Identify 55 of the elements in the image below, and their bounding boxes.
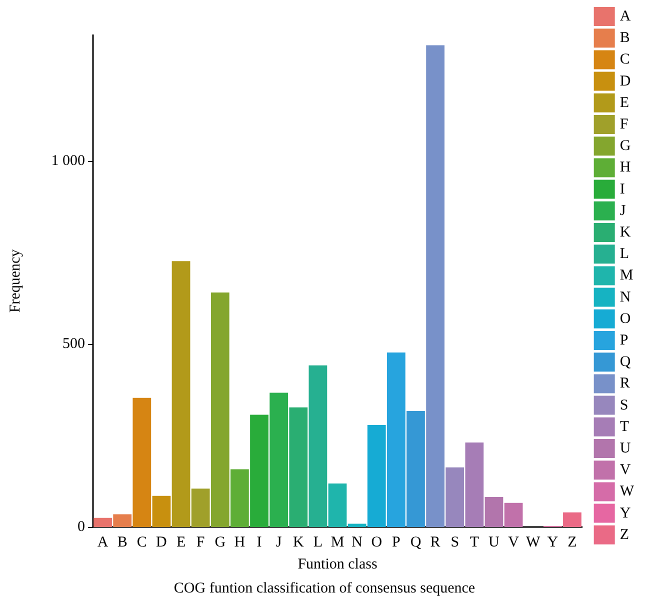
legend-label: V <box>620 462 631 478</box>
x-tick-label: D <box>156 534 168 550</box>
legend-label: B <box>620 30 630 46</box>
legend-label: L <box>620 246 630 262</box>
legend-label: E <box>620 94 630 111</box>
legend-label: D <box>620 73 631 90</box>
legend-label: Q <box>620 354 631 370</box>
legend-label: H <box>620 160 631 176</box>
legend-label: I <box>620 181 625 198</box>
legend-label: F <box>620 116 628 132</box>
x-tick-label: M <box>330 534 344 550</box>
legend-label: C <box>620 52 630 68</box>
x-tick-label: S <box>450 534 460 550</box>
y-tick-label: 1 000 <box>51 153 85 170</box>
y-axis-title: Frequency <box>8 248 24 313</box>
legend-label: O <box>620 310 631 327</box>
x-tick-label: B <box>117 534 128 550</box>
x-tick-label: P <box>392 534 400 550</box>
legend-label: Y <box>620 505 631 522</box>
x-tick-label: R <box>430 534 440 550</box>
legend-label: M <box>620 268 634 284</box>
x-tick-label: F <box>196 534 205 550</box>
text: COG funtion classification of consensus sequence <box>174 580 476 596</box>
x-tick-label: I <box>256 534 262 550</box>
x-tick-label: A <box>97 534 108 550</box>
legend-label: S <box>620 397 628 414</box>
x-tick-label: U <box>488 534 500 550</box>
x-tick-label: G <box>214 534 226 550</box>
legend-label: R <box>620 376 630 392</box>
x-axis-title: Funtion class <box>298 556 378 572</box>
legend-label: A <box>620 8 631 24</box>
x-tick-label: Y <box>547 534 558 550</box>
legend-label: W <box>620 484 635 500</box>
x-tick-label: W <box>526 534 542 550</box>
x-tick-label: J <box>276 534 282 550</box>
x-tick-label: H <box>234 534 246 550</box>
legend-label: U <box>620 440 631 456</box>
legend-label: N <box>620 289 631 306</box>
x-tick-label: Z <box>568 534 577 550</box>
x-tick-label: Q <box>410 534 422 550</box>
x-tick-label: L <box>313 534 323 550</box>
legend-label: T <box>620 418 630 435</box>
x-tick-label: E <box>176 534 186 550</box>
y-tick-label: 500 <box>62 336 85 352</box>
x-tick-label: V <box>508 534 520 550</box>
x-tick-label: K <box>292 534 304 550</box>
legend-label: K <box>620 224 631 240</box>
y-tick-label: 0 <box>78 519 85 535</box>
x-tick-label: C <box>136 534 147 550</box>
x-tick-label: O <box>371 534 382 550</box>
legend-label: G <box>620 138 631 154</box>
legend-label: P <box>620 332 628 348</box>
x-tick-label: T <box>470 534 480 550</box>
legend-label: J <box>620 202 626 219</box>
x-tick-label: N <box>352 534 363 550</box>
